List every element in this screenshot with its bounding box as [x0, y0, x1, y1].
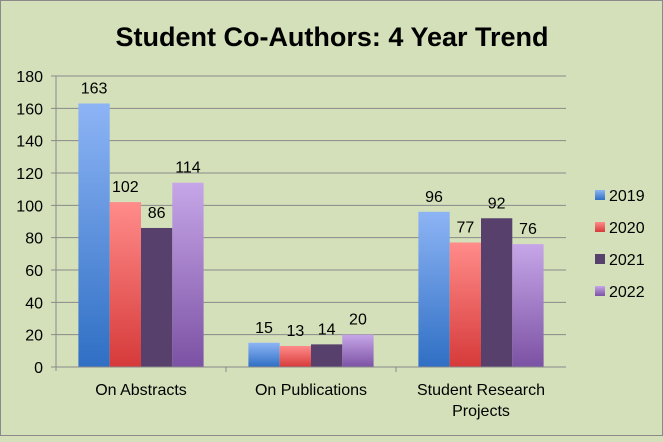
legend-label: 2020	[609, 220, 645, 237]
data-label: 76	[519, 221, 537, 238]
x-category-label: On Publications	[255, 382, 367, 399]
data-label: 163	[81, 80, 108, 97]
bar-2020	[109, 202, 141, 367]
legend-label: 2019	[609, 188, 645, 205]
y-tick-label: 40	[25, 295, 43, 312]
bar-2022	[512, 244, 544, 367]
y-tick-label: 80	[25, 231, 43, 248]
bar-2021	[481, 218, 513, 367]
data-label: 20	[349, 312, 367, 329]
legend-label: 2021	[609, 252, 645, 269]
y-tick-label: 100	[16, 198, 43, 215]
x-category-label: Projects	[452, 403, 510, 420]
data-label: 15	[255, 320, 273, 337]
y-tick-label: 120	[16, 166, 43, 183]
legend-swatch-2022	[595, 286, 605, 296]
legend-swatch-2021	[595, 254, 605, 264]
y-tick-label: 180	[16, 69, 43, 86]
legend-swatch-2020	[595, 222, 605, 232]
y-tick-label: 0	[34, 360, 43, 377]
legend-label: 2022	[609, 284, 645, 301]
data-label: 77	[456, 220, 474, 237]
x-category-label: On Abstracts	[95, 382, 187, 399]
bar-2020	[279, 345, 311, 367]
x-category-label: Student Research	[417, 382, 545, 399]
y-tick-label: 20	[25, 328, 43, 345]
chart-title: Student Co-Authors: 4 Year Trend	[115, 22, 548, 52]
data-label: 13	[286, 323, 304, 340]
data-label: 114	[175, 160, 201, 177]
data-label: 96	[425, 189, 443, 206]
bar-2022	[342, 334, 374, 367]
bar-2022	[172, 182, 204, 367]
bar-2019	[248, 342, 280, 367]
legend-swatch-2019	[595, 190, 605, 200]
data-label: 102	[112, 179, 139, 196]
y-tick-label: 160	[16, 101, 43, 118]
data-label: 86	[148, 205, 166, 222]
bar-2019	[418, 211, 450, 367]
bar-2021	[311, 344, 343, 367]
data-label: 92	[488, 195, 506, 212]
bar-2019	[78, 103, 110, 367]
bar-2020	[449, 242, 481, 367]
y-tick-label: 60	[25, 263, 43, 280]
y-tick-label: 140	[16, 134, 43, 151]
data-label: 14	[318, 321, 336, 338]
bar-2021	[141, 227, 173, 367]
